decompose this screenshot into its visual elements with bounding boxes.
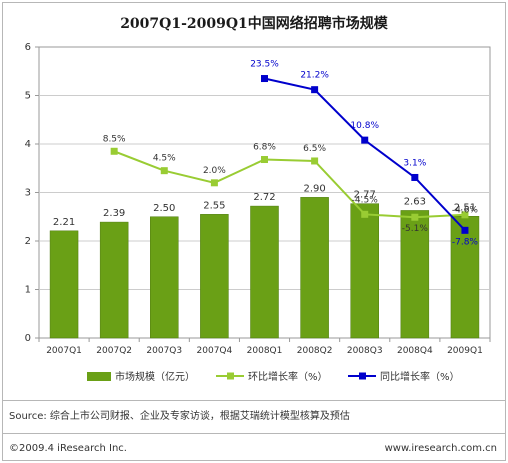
chart-title: 2007Q1-2009Q1中国网络招聘市场规模 [120,16,388,32]
yoy-value-label: 23.5% [250,60,279,70]
bar [250,205,279,339]
yoy-point [461,226,469,234]
qoq-value-label: 8.5% [103,134,126,144]
source-divider [3,400,505,401]
qoq-value-label: -4.6% [452,205,479,215]
qoq-growth-line [113,150,465,219]
bar-value-label: 2.72 [253,192,275,203]
bar [350,203,379,339]
y-tick-label: 6 [25,42,31,53]
x-tick-label: 2008Q4 [397,346,433,356]
yoy-value-label: -7.8% [452,237,479,247]
y-tick-label: 3 [25,188,31,199]
bar [49,230,79,339]
qoq-point [411,213,419,221]
bar-value-label: 2.55 [203,200,225,211]
yoy-point [311,86,319,94]
yoy-point [361,136,369,144]
y-tick-label: 5 [25,91,31,102]
legend-label: 市场规模（亿元） [115,370,195,383]
qoq-point [461,211,469,219]
x-tick-label: 2007Q2 [96,346,132,356]
yoy-point [411,173,419,181]
website-link[interactable]: www.iresearch.com.cn [384,443,497,454]
bar-value-label: 2.77 [354,190,376,201]
y-tick-label: 2 [25,236,31,247]
qoq-value-label: -4.5% [352,195,379,205]
bar [200,214,229,339]
x-tick-label: 2008Q2 [297,346,333,356]
bar [99,221,129,339]
bar [450,216,480,339]
bar [400,210,430,339]
x-tick-label: 2007Q4 [197,346,233,356]
y-tick-label: 1 [25,285,31,296]
qoq-value-label: -5.1% [402,224,429,234]
legend-label: 同比增长率（%） [380,370,460,383]
x-tick-label: 2007Q1 [46,346,82,356]
bar-value-label: 2.21 [53,217,75,228]
bar-value-label: 2.39 [103,208,125,219]
qoq-point [261,156,268,164]
x-tick-label: 2008Q1 [247,346,283,356]
yoy-point [261,75,268,83]
bar-value-label: 2.50 [153,203,175,214]
y-tick-label: 0 [25,333,31,344]
yoy-value-label: 21.2% [300,71,329,81]
bar [300,197,329,339]
yoy-value-label: 3.1% [403,158,426,168]
qoq-value-label: 4.5% [153,154,176,164]
x-tick-label: 2009Q1 [447,346,483,356]
qoq-point [110,147,118,155]
yoy-value-label: 10.8% [350,121,379,131]
bar-value-label: 2.63 [404,196,426,207]
x-tick-label: 2007Q3 [146,346,182,356]
qoq-point [160,167,168,175]
legend-qoq-marker [227,372,234,380]
source-note: Source: 综合上市公司财报、企业及专家访谈，根据艾瑞统计模型核算及预估 [9,411,350,422]
qoq-value-label: 6.8% [253,143,276,153]
copyright-text: ©2009.4 iResearch Inc. [9,443,127,454]
qoq-value-label: 2.0% [203,166,226,176]
bar-value-label: 2.51 [454,202,476,213]
x-tick-label: 2008Q3 [347,346,383,356]
qoq-point [361,210,369,218]
legend-label: 环比增长率（%） [248,370,328,383]
y-tick-label: 4 [25,139,31,150]
footer-divider [3,433,505,434]
bar-value-label: 2.90 [303,183,325,194]
qoq-value-label: 6.5% [303,144,326,154]
legend-bar-swatch [87,372,111,381]
legend-yoy-marker [359,372,366,380]
chart-svg: 0 1 2 3 4 5 6 2007Q1 2007Q2 2007Q3 2007Q4 2008Q1 200… [25,42,491,383]
bar [150,216,179,339]
qoq-point [210,179,218,187]
qoq-point [311,157,319,165]
